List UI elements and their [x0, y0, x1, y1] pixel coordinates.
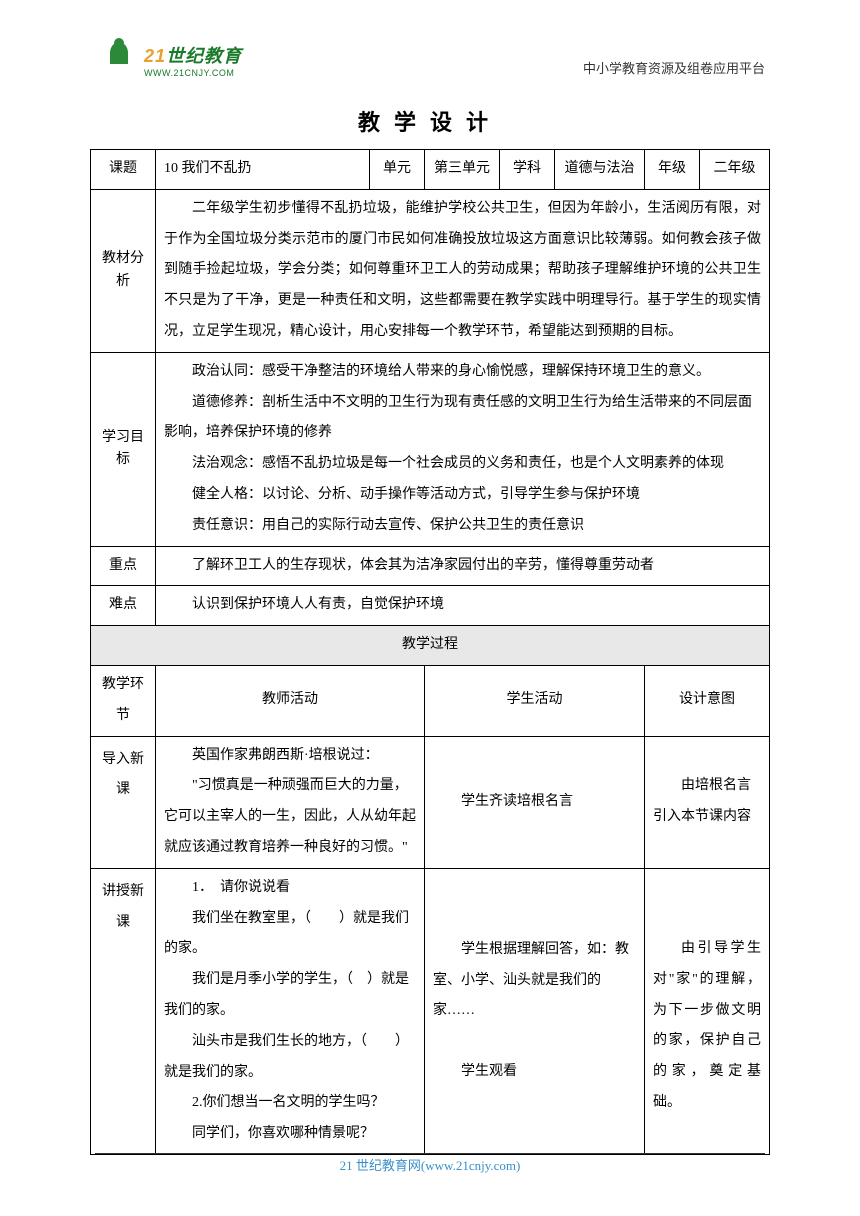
process-header: 教学过程 — [91, 626, 770, 666]
teach-stage-label: 讲授新课 — [91, 868, 156, 1154]
topic-label: 课题 — [91, 150, 156, 190]
teach-student-activity: 学生根据理解回答，如：教室、小学、汕头就是我们的家…… 学生观看 — [425, 868, 645, 1154]
difficulty-content: 认识到保护环境人人有责，自觉保护环境 — [156, 586, 770, 626]
goal-p4: 健全人格：以讨论、分析、动手操作等活动方式，引导学生参与保护环境 — [164, 480, 761, 511]
design-intent-header: 设计意图 — [645, 665, 770, 736]
teach-s1: 学生根据理解回答，如：教室、小学、汕头就是我们的家…… — [433, 935, 636, 1027]
intro-t1: 英国作家弗朗西斯·培根说过： — [164, 741, 416, 772]
difficulty-label: 难点 — [91, 586, 156, 626]
keypoint-content: 了解环卫工人的生存现状，体会其为洁净家园付出的辛劳，懂得尊重劳动者 — [156, 546, 770, 586]
teach-s2: 学生观看 — [433, 1057, 636, 1088]
teach-t6: 同学们，你喜欢哪种情景呢？ — [164, 1119, 416, 1150]
teach-t1: 1． 请你说说看 — [164, 873, 416, 904]
table-row: 教材分析 二年级学生初步懂得不乱扔垃圾，能维护学校公共卫生，但因为年龄小，生活阅… — [91, 189, 770, 352]
teach-teacher-activity: 1． 请你说说看 我们坐在教室里，（ ）就是我们的家。 我们是月季小学的学生，（… — [156, 868, 425, 1154]
logo-url: WWW.21CNJY.COM — [144, 68, 242, 78]
header-platform-text: 中小学教育资源及组卷应用平台 — [583, 58, 765, 77]
page-title: 教学设计 — [90, 105, 770, 137]
goals-label: 学习目标 — [91, 352, 156, 546]
teach-t5: 2.你们想当一名文明的学生吗？ — [164, 1088, 416, 1119]
stage-column-header: 教学环节 — [91, 665, 156, 736]
analysis-label: 教材分析 — [91, 189, 156, 352]
student-activity-header: 学生活动 — [425, 665, 645, 736]
table-row: 难点 认识到保护环境人人有责，自觉保护环境 — [91, 586, 770, 626]
table-row: 教学过程 — [91, 626, 770, 666]
teach-t2: 我们坐在教室里，（ ）就是我们的家。 — [164, 904, 416, 966]
intro-t2: "习惯真是一种顽强而巨大的力量，它可以主宰人的一生，因此，人从幼年起就应该通过教… — [164, 771, 416, 863]
goals-content: 政治认同：感受干净整洁的环境给人带来的身心愉悦感，理解保持环境卫生的意义。 道德… — [156, 352, 770, 546]
table-row: 重点 了解环卫工人的生存现状，体会其为洁净家园付出的辛劳，懂得尊重劳动者 — [91, 546, 770, 586]
teach-t3: 我们是月季小学的学生，（ ）就是我们的家。 — [164, 965, 416, 1027]
subject-label: 学科 — [500, 150, 555, 190]
logo-icon — [100, 40, 140, 80]
unit-label: 单元 — [370, 150, 425, 190]
teach-t4: 汕头市是我们生长的地方，（ ）就是我们的家。 — [164, 1027, 416, 1089]
logo-text: 21世纪教育 WWW.21CNJY.COM — [144, 42, 242, 78]
lesson-plan-table: 课题 10 我们不乱扔 单元 第三单元 学科 道德与法治 年级 二年级 教材分析… — [90, 149, 770, 1155]
topic-value: 10 我们不乱扔 — [156, 150, 370, 190]
analysis-content: 二年级学生初步懂得不乱扔垃圾，能维护学校公共卫生，但因为年龄小，生活阅历有限，对… — [156, 189, 770, 352]
goal-p1: 政治认同：感受干净整洁的环境给人带来的身心愉悦感，理解保持环境卫生的意义。 — [164, 357, 761, 388]
intro-d1: 由培根名言引入本节课内容 — [653, 771, 761, 833]
table-row: 导入新课 英国作家弗朗西斯·培根说过： "习惯真是一种顽强而巨大的力量，它可以主… — [91, 736, 770, 868]
logo-cn: 世纪教育 — [166, 46, 242, 66]
logo: 21世纪教育 WWW.21CNJY.COM — [100, 40, 242, 80]
intro-stage-label: 导入新课 — [91, 736, 156, 868]
subject-value: 道德与法治 — [555, 150, 645, 190]
goal-p3: 法治观念：感悟不乱扔垃圾是每一个社会成员的义务和责任，也是个人文明素养的体现 — [164, 449, 761, 480]
intro-s1: 学生齐读培根名言 — [433, 787, 636, 818]
keypoint-label: 重点 — [91, 546, 156, 586]
intro-student-activity: 学生齐读培根名言 — [425, 736, 645, 868]
footer-divider — [95, 1153, 765, 1154]
logo-21: 21 — [144, 46, 166, 66]
teacher-activity-header: 教师活动 — [156, 665, 425, 736]
teach-design-intent: 由引导学生对"家"的理解，为下一步做文明的家，保护自己的家，奠定基础。 — [645, 868, 770, 1154]
intro-design-intent: 由培根名言引入本节课内容 — [645, 736, 770, 868]
grade-label: 年级 — [645, 150, 700, 190]
grade-value: 二年级 — [700, 150, 770, 190]
table-row: 课题 10 我们不乱扔 单元 第三单元 学科 道德与法治 年级 二年级 — [91, 150, 770, 190]
footer-text: 21 世纪教育网(www.21cnjy.com) — [0, 1155, 860, 1174]
table-row: 教学环节 教师活动 学生活动 设计意图 — [91, 665, 770, 736]
table-row: 学习目标 政治认同：感受干净整洁的环境给人带来的身心愉悦感，理解保持环境卫生的意… — [91, 352, 770, 546]
unit-value: 第三单元 — [425, 150, 500, 190]
teach-d1: 由引导学生对"家"的理解，为下一步做文明的家，保护自己的家，奠定基础。 — [653, 934, 761, 1119]
intro-teacher-activity: 英国作家弗朗西斯·培根说过： "习惯真是一种顽强而巨大的力量，它可以主宰人的一生… — [156, 736, 425, 868]
table-row: 讲授新课 1． 请你说说看 我们坐在教室里，（ ）就是我们的家。 我们是月季小学… — [91, 868, 770, 1154]
goal-p2: 道德修养：剖析生活中不文明的卫生行为现有责任感的文明卫生行为给生活带来的不同层面… — [164, 388, 761, 450]
goal-p5: 责任意识：用自己的实际行动去宣传、保护公共卫生的责任意识 — [164, 511, 761, 542]
